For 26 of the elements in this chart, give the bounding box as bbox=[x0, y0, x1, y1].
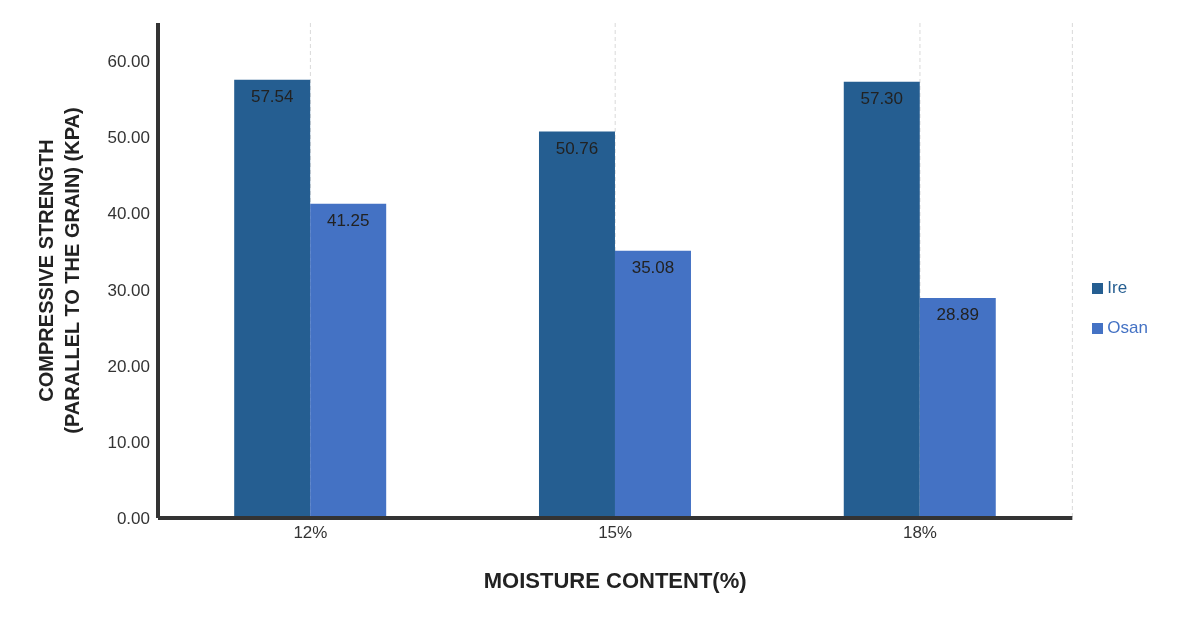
legend-label: Osan bbox=[1107, 318, 1148, 337]
bar bbox=[614, 250, 691, 518]
y-tick-label: 30.00 bbox=[107, 280, 150, 300]
y-tick-label: 60.00 bbox=[107, 52, 150, 72]
data-label: 50.76 bbox=[555, 138, 599, 158]
y-tick-label: 20.00 bbox=[107, 356, 150, 376]
data-label: 41.25 bbox=[326, 210, 370, 230]
bar bbox=[919, 297, 996, 518]
data-label: 35.08 bbox=[631, 257, 675, 277]
bar bbox=[310, 203, 387, 518]
x-axis-title: MOISTURE CONTENT(%) bbox=[483, 568, 747, 593]
y-axis-title: COMPRESSIVE STRENGTH (PARALLEL TO THE GRAIN) (KPA) bbox=[35, 107, 83, 434]
bar bbox=[538, 131, 615, 518]
data-label: 57.54 bbox=[250, 86, 294, 106]
data-label: 57.30 bbox=[860, 88, 904, 108]
x-tick-label: 18% bbox=[902, 523, 937, 543]
y-tick-label: 40.00 bbox=[107, 204, 150, 224]
y-tick-label: 50.00 bbox=[107, 128, 150, 148]
bar bbox=[234, 79, 311, 518]
x-tick-label: 15% bbox=[598, 523, 633, 543]
data-label: 28.89 bbox=[936, 305, 980, 325]
y-tick-label: 10.00 bbox=[107, 432, 150, 452]
bar bbox=[843, 81, 920, 518]
x-tick-label: 12% bbox=[293, 523, 328, 543]
y-tick-label: 0.00 bbox=[116, 509, 150, 529]
legend-label: Ire bbox=[1107, 278, 1128, 297]
